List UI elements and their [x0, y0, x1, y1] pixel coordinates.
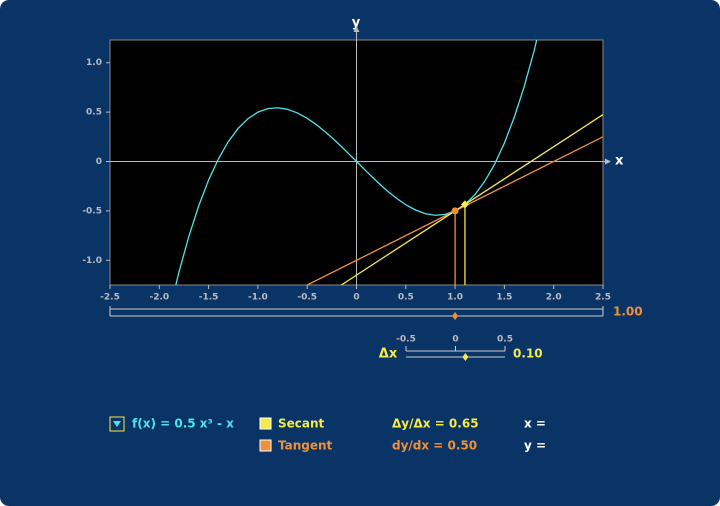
dx-slider-thumb	[462, 353, 469, 361]
secant-slope: Δy/Δx = 0.65	[392, 417, 479, 431]
y-tick-label: -1.0	[82, 256, 102, 266]
dx-tick-label: 0	[452, 335, 458, 345]
y-tick-label: 1.0	[86, 58, 102, 68]
x-slider-thumb	[452, 312, 459, 320]
x-tick-label: -2.0	[149, 293, 169, 303]
x-tick-label: 2.0	[546, 293, 562, 303]
function-curve	[175, 40, 538, 285]
dx-label: Δx	[379, 347, 398, 362]
dropdown-arrow	[113, 421, 121, 427]
secant-checkbox[interactable]	[259, 417, 272, 430]
x-tick-label: 1.5	[496, 293, 512, 303]
function-dropdown[interactable]	[109, 416, 125, 432]
tangent-label: Tangent	[278, 439, 333, 453]
dx-value: 0.10	[513, 347, 543, 361]
x-tick-label: 0	[353, 293, 359, 303]
y-tick-label: 0	[96, 157, 102, 167]
secant-label: Secant	[278, 417, 325, 431]
x-value-label: 1.00	[613, 305, 643, 319]
x-tick-label: -0.5	[297, 293, 317, 303]
line	[340, 114, 603, 285]
tangent-checkbox[interactable]	[259, 439, 272, 452]
y-tick-label: 0.5	[86, 108, 102, 118]
x-axis-label: x	[615, 154, 624, 169]
x-tick-label: 1.0	[447, 293, 463, 303]
secant-point	[460, 200, 469, 209]
tangent-point	[451, 207, 459, 215]
y-readout: y =	[524, 439, 546, 453]
x-readout: x =	[524, 417, 546, 431]
x-tick-label: 2.5	[595, 293, 611, 303]
x-tick-label: -1.0	[248, 293, 268, 303]
x-tick-label: -2.5	[100, 293, 120, 303]
dx-tick-label: 0.5	[497, 335, 513, 345]
dx-tick-label: -0.5	[396, 335, 416, 345]
x-tick-label: -1.5	[199, 293, 219, 303]
y-tick-label: -0.5	[82, 206, 102, 216]
x-axis-arrow	[605, 158, 611, 165]
y-axis-label: y	[352, 16, 361, 31]
x-tick-label: 0.5	[398, 293, 414, 303]
function-label: f(x) = 0.5 x³ - x	[132, 417, 234, 431]
y-axis-arrow	[353, 26, 360, 32]
tangent-slope: dy/dx = 0.50	[392, 439, 477, 453]
